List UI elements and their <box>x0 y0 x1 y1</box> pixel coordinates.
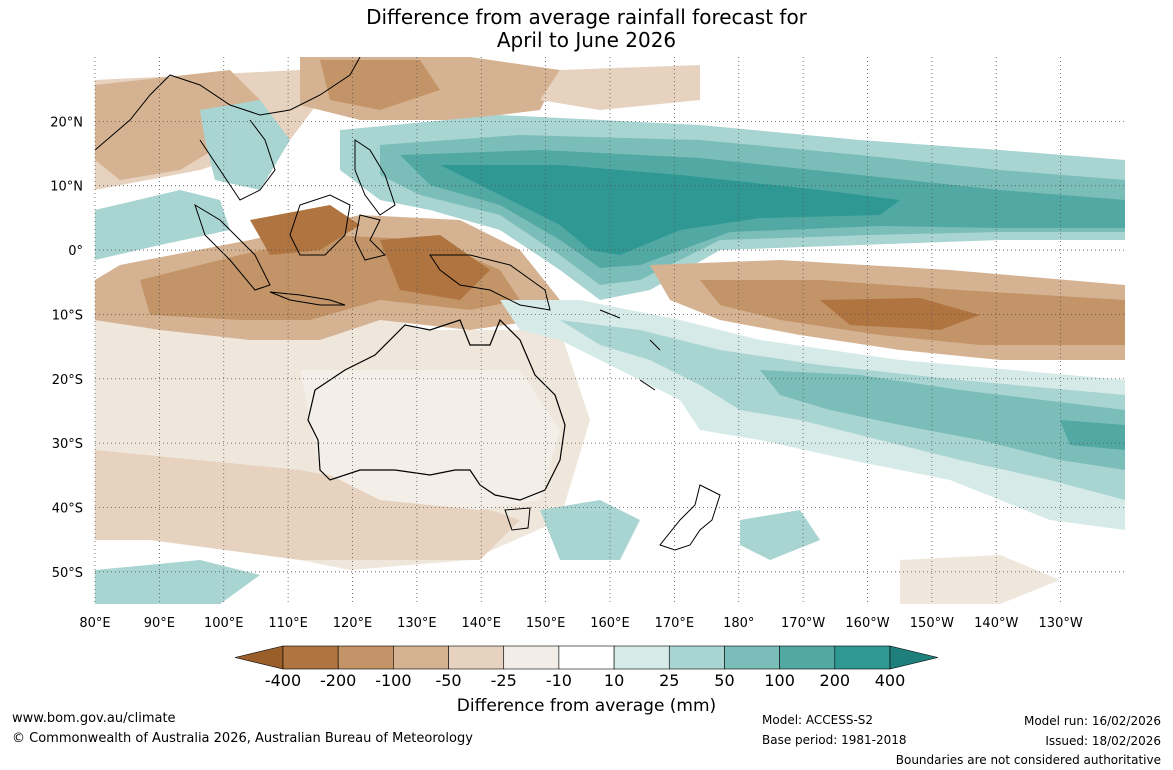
latitude-label: 50°S <box>52 566 83 581</box>
boundaries-text: Boundaries are not considered authoritat… <box>895 753 1161 767</box>
latitude-label: 10°N <box>50 180 83 195</box>
legend-tick-label: -200 <box>320 671 356 690</box>
latitude-label: 40°S <box>52 501 83 516</box>
legend-color-swatch <box>779 645 836 670</box>
latitude-label: 20°S <box>52 373 83 388</box>
legend-color-swatch <box>668 645 725 670</box>
legend-color-swatch <box>558 645 615 670</box>
base-period-text: Base period: 1981-2018 <box>762 733 907 747</box>
map-title-line-2: April to June 2026 <box>496 28 677 52</box>
legend-tick-label: -400 <box>265 671 301 690</box>
longitude-labels: 80°E 90°E 100°E 110°E 120°E 130°E 140°E 150°E 16… <box>79 616 1082 631</box>
longitude-label: 110°E <box>268 616 308 631</box>
legend-tick-label: -100 <box>375 671 411 690</box>
longitude-label: 170°W <box>781 616 825 631</box>
longitude-label: 160°W <box>845 616 889 631</box>
legend-color-swatch <box>834 645 891 670</box>
longitude-label: 80°E <box>79 616 110 631</box>
longitude-label: 180° <box>723 616 754 631</box>
legend-arrow-low <box>234 645 284 670</box>
issued-text: Issued: 18/02/2026 <box>1045 734 1161 748</box>
legend-tick-label: 100 <box>764 671 795 690</box>
latitude-label: 30°S <box>52 437 83 452</box>
legend-color-swatch <box>724 645 780 670</box>
rainfall-anomaly-field <box>95 57 1125 604</box>
legend-arrow-high <box>889 645 939 670</box>
longitude-label: 140°E <box>461 616 501 631</box>
longitude-label: 130°W <box>1039 616 1083 631</box>
model-run-text: Model run: 16/02/2026 <box>1023 714 1161 728</box>
legend-title: Difference from average (mm) <box>456 696 717 716</box>
legend-tick-label: 10 <box>604 671 624 690</box>
longitude-label: 100°E <box>204 616 244 631</box>
latitude-label: 10°S <box>52 308 83 323</box>
legend-tick-labels: -400 -200 -100 -50 -25 -10 10 25 50 100 200 400 <box>265 671 905 690</box>
legend-tick-label: 400 <box>875 671 906 690</box>
longitude-label: 150°W <box>910 616 954 631</box>
copyright-text: © Commonwealth of Australia 2026, Austra… <box>12 731 473 746</box>
legend-tick-label: -25 <box>491 671 517 690</box>
legend-tick-label: -50 <box>435 671 461 690</box>
longitude-label: 170°E <box>655 616 695 631</box>
latitude-labels: 20°N 10°N 0° 10°S 20°S 30°S 40°S 50°S <box>50 115 83 580</box>
legend-tick-label: 25 <box>659 671 679 690</box>
legend-tick-label: 50 <box>714 671 734 690</box>
legend-colorbar <box>234 645 939 670</box>
legend-color-swatch <box>448 645 505 670</box>
longitude-label: 140°W <box>974 616 1018 631</box>
legend-color-swatch <box>337 645 394 670</box>
website-text: www.bom.gov.au/climate <box>12 711 176 726</box>
map-title-line-1: Difference from average rainfall forecas… <box>366 5 807 29</box>
longitude-label: 120°E <box>333 616 373 631</box>
legend-color-swatch <box>393 645 449 670</box>
longitude-label: 130°E <box>397 616 437 631</box>
latitude-label: 0° <box>68 244 83 259</box>
legend-color-swatch <box>282 645 339 670</box>
legend-color-swatch <box>503 645 560 670</box>
longitude-label: 90°E <box>144 616 175 631</box>
legend-tick-label: 200 <box>820 671 851 690</box>
longitude-label: 160°E <box>590 616 630 631</box>
legend-tick-label: -10 <box>546 671 572 690</box>
latitude-label: 20°N <box>50 115 83 130</box>
longitude-label: 150°E <box>526 616 566 631</box>
legend-color-swatch <box>613 645 670 670</box>
model-text: Model: ACCESS-S2 <box>762 713 874 727</box>
